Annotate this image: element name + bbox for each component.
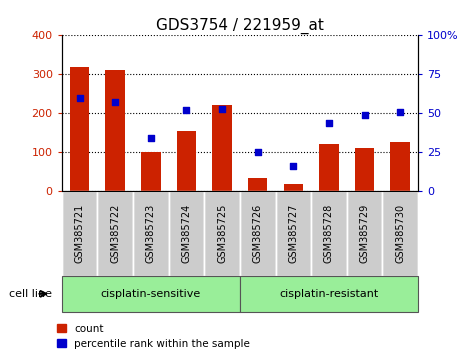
Bar — [212, 105, 232, 191]
Bar — [133, 191, 169, 276]
Text: GSM385726: GSM385726 — [253, 204, 263, 263]
Bar — [169, 191, 204, 276]
Bar — [240, 276, 418, 312]
Point — [254, 149, 261, 155]
Text: GSM385721: GSM385721 — [75, 204, 85, 263]
Text: GSM385727: GSM385727 — [288, 204, 298, 263]
Point — [289, 164, 297, 169]
Bar — [390, 143, 410, 191]
Bar — [105, 70, 125, 191]
Bar — [311, 191, 347, 276]
Point — [396, 109, 404, 115]
Bar — [248, 178, 267, 191]
Point — [218, 106, 226, 112]
Bar — [62, 276, 240, 312]
Text: GSM385724: GSM385724 — [181, 204, 191, 263]
Text: GSM385730: GSM385730 — [395, 204, 405, 263]
Point — [182, 107, 190, 113]
Point — [361, 112, 369, 118]
Bar — [177, 131, 196, 191]
Bar — [319, 144, 339, 191]
Legend: count, percentile rank within the sample: count, percentile rank within the sample — [57, 324, 250, 349]
Point — [147, 135, 155, 141]
Bar — [382, 191, 418, 276]
Point — [76, 95, 84, 101]
Bar — [276, 191, 311, 276]
Point — [325, 120, 332, 125]
Bar — [204, 191, 240, 276]
Bar — [240, 191, 276, 276]
Text: cisplatin-sensitive: cisplatin-sensitive — [101, 289, 201, 299]
Text: cell line: cell line — [9, 289, 52, 299]
Bar — [347, 191, 382, 276]
Bar — [141, 152, 161, 191]
Text: GSM385722: GSM385722 — [110, 204, 120, 263]
Text: GSM385728: GSM385728 — [324, 204, 334, 263]
Bar — [70, 67, 89, 191]
Text: GSM385725: GSM385725 — [217, 204, 227, 263]
Text: GSM385729: GSM385729 — [360, 204, 370, 263]
Bar — [284, 184, 303, 191]
Bar — [97, 191, 133, 276]
Bar — [62, 191, 97, 276]
Point — [111, 99, 119, 105]
Text: cisplatin-resistant: cisplatin-resistant — [279, 289, 379, 299]
Title: GDS3754 / 221959_at: GDS3754 / 221959_at — [156, 18, 324, 34]
Text: GSM385723: GSM385723 — [146, 204, 156, 263]
Bar — [355, 148, 374, 191]
